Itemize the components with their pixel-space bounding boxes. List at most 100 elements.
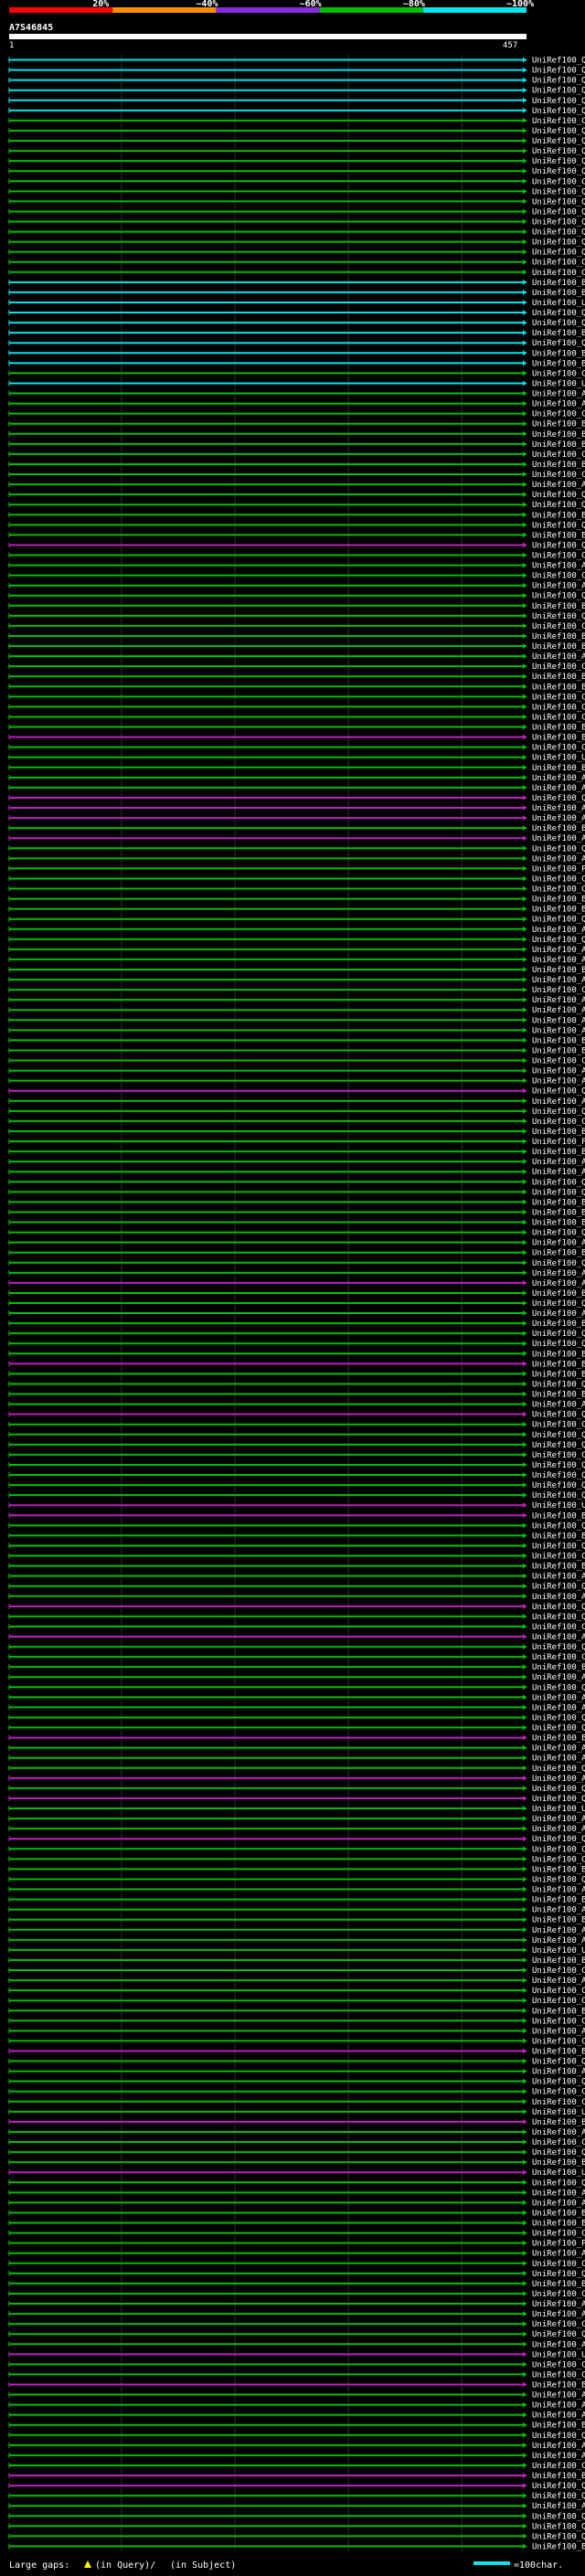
subject-label[interactable]: UniRef100_B8J4F8 bbox=[532, 2280, 585, 2289]
alignment-row[interactable]: UniRef100_C0Z526 bbox=[8, 2290, 585, 2299]
alignment-row[interactable]: UniRef100_C6C7K6 bbox=[8, 2260, 585, 2269]
subject-label[interactable]: UniRef100_B4WR30 bbox=[532, 1956, 585, 1966]
alignment-row[interactable]: UniRef100_Q2JL38 bbox=[8, 1299, 585, 1309]
subject-label[interactable]: UniRef100_A6Q4V5 bbox=[532, 1936, 585, 1945]
subject-label[interactable]: UniRef100_Q4K0G1 bbox=[532, 936, 585, 945]
alignment-row[interactable]: UniRef100_A6EB43 bbox=[8, 1016, 585, 1025]
subject-label[interactable]: UniRef100_B5LAV3 bbox=[532, 531, 585, 540]
subject-label[interactable]: UniRef100_Q0WV20 bbox=[532, 592, 585, 601]
subject-label[interactable]: UniRef100_Q1JRZ0 bbox=[532, 239, 585, 248]
alignment-row[interactable]: UniRef100_Q6X6B4 bbox=[8, 127, 585, 136]
alignment-row[interactable]: UniRef100_A6VYJ5 bbox=[8, 1573, 585, 1582]
subject-label[interactable]: UniRef100_Q0W6N5 bbox=[532, 1087, 585, 1097]
subject-label[interactable]: UniRef100_A7IEY5 bbox=[532, 2502, 585, 2511]
subject-label[interactable]: UniRef100_A1W2M4 bbox=[532, 2401, 585, 2411]
subject-label[interactable]: UniRef100_Q5NST3 bbox=[532, 1441, 585, 1450]
alignment-row[interactable]: UniRef100_A6DXK1 bbox=[8, 2128, 585, 2137]
alignment-row[interactable]: UniRef100_Q2WEN3 bbox=[8, 1542, 585, 1551]
alignment-row[interactable]: UniRef100_A7GKT5 bbox=[8, 1097, 585, 1107]
alignment-row[interactable]: UniRef100_B5IN25 bbox=[8, 2209, 585, 2218]
alignment-row[interactable]: UniRef100_A8G5D5 bbox=[8, 834, 585, 843]
alignment-row[interactable]: UniRef100_B7P8E1 bbox=[8, 1289, 585, 1299]
subject-label[interactable]: UniRef100_C3A795 bbox=[532, 2098, 585, 2107]
subject-label[interactable]: UniRef100_UPI000... bbox=[532, 1946, 585, 1956]
subject-label[interactable]: UniRef100_B6FH13 bbox=[532, 734, 585, 743]
subject-label[interactable]: UniRef100_C7MAD0 bbox=[532, 622, 585, 631]
subject-label[interactable]: UniRef100_B9HMK6 bbox=[532, 2422, 585, 2431]
alignment-row[interactable]: UniRef100_Q1JRZ0 bbox=[8, 239, 585, 248]
subject-label[interactable]: UniRef100_A4CYP3 bbox=[532, 1744, 585, 1754]
subject-label[interactable]: UniRef100_A7HB11 bbox=[532, 1775, 585, 1784]
alignment-row[interactable]: UniRef100_Q1JRZ7 bbox=[8, 207, 585, 217]
alignment-row[interactable]: UniRef100_A1W2M4 bbox=[8, 2401, 585, 2411]
subject-label[interactable]: UniRef100_A2C8S9 bbox=[532, 1673, 585, 1682]
alignment-row[interactable]: UniRef100_A7ZES2 bbox=[8, 1168, 585, 1177]
subject-label[interactable]: UniRef100_Q9SSP8 bbox=[532, 1411, 585, 1420]
subject-label[interactable]: UniRef100_P4D575 bbox=[532, 2240, 585, 2249]
alignment-row[interactable]: UniRef100_A6LAZ1 bbox=[8, 1269, 585, 1278]
subject-label[interactable]: UniRef100_C5YQ18 bbox=[532, 369, 585, 378]
alignment-row[interactable]: UniRef100_A9T9B8 bbox=[8, 400, 585, 409]
alignment-row[interactable]: UniRef100_Q1JRZ1 bbox=[8, 167, 585, 176]
alignment-row[interactable]: UniRef100_Q7VCL4 bbox=[8, 1178, 585, 1187]
subject-label[interactable]: UniRef100_A9WC37 bbox=[532, 2391, 585, 2401]
subject-label[interactable]: UniRef100_A7P8S7 bbox=[532, 390, 585, 399]
subject-label[interactable]: UniRef100_B7FLG1 bbox=[532, 359, 585, 368]
alignment-row[interactable]: UniRef100_C3WVQ3 bbox=[8, 2088, 585, 2097]
subject-label[interactable]: UniRef100_A6GZ97 bbox=[532, 1754, 585, 1764]
subject-label[interactable]: UniRef100_B6S9Q7 bbox=[532, 420, 585, 429]
alignment-row[interactable]: UniRef100_C5Y4D6 bbox=[8, 471, 585, 480]
alignment-row[interactable]: UniRef100_A3VYC0 bbox=[8, 1693, 585, 1702]
subject-label[interactable]: UniRef100_B0JGK2 bbox=[532, 1148, 585, 1157]
alignment-row[interactable]: UniRef100_Q1Q4W9 bbox=[8, 1340, 585, 1349]
subject-label[interactable]: UniRef100_C4J356 bbox=[532, 451, 585, 460]
alignment-row[interactable]: UniRef100_Q7P0H2 bbox=[8, 2148, 585, 2157]
alignment-row[interactable]: UniRef100_B8J4F8 bbox=[8, 2280, 585, 2289]
alignment-row[interactable]: UniRef100_C6CWB7 bbox=[8, 693, 585, 702]
alignment-row[interactable]: UniRef100_C0QKF2 bbox=[8, 986, 585, 995]
alignment-row[interactable]: UniRef100_C3RJE5 bbox=[8, 1987, 585, 1996]
alignment-row[interactable]: UniRef100_Q4BZE1 bbox=[8, 844, 585, 853]
subject-label[interactable]: UniRef100_Q1JRZ6 bbox=[532, 218, 585, 228]
subject-label[interactable]: UniRef100_C5J4P3 bbox=[532, 259, 585, 268]
alignment-row[interactable]: UniRef100_B0JGK2 bbox=[8, 1148, 585, 1157]
subject-label[interactable]: UniRef100_B2D157 bbox=[532, 329, 585, 338]
alignment-row[interactable]: UniRef100_B9P2F2 bbox=[8, 906, 585, 915]
alignment-row[interactable]: UniRef100_C5J4P3 bbox=[8, 259, 585, 268]
subject-label[interactable]: UniRef100_A4L2Z6 bbox=[532, 946, 585, 955]
alignment-row[interactable]: UniRef100_Q7NI93 bbox=[8, 1683, 585, 1692]
alignment-row[interactable]: UniRef100_Q2VW73 bbox=[8, 1380, 585, 1389]
alignment-row[interactable]: UniRef100_Q1JRZ8 bbox=[8, 97, 585, 106]
subject-label[interactable]: UniRef100_C4GL39 bbox=[532, 1997, 585, 2006]
alignment-row[interactable]: UniRef100_Q1JRZ2 bbox=[8, 87, 585, 96]
alignment-row[interactable]: UniRef100_Q3VHF9 bbox=[8, 916, 585, 925]
alignment-row[interactable]: UniRef100_B6S9Q7 bbox=[8, 420, 585, 429]
alignment-row[interactable]: UniRef100_Q0W6N5 bbox=[8, 1087, 585, 1097]
alignment-row[interactable]: UniRef100_C1ZZQ9 bbox=[8, 1057, 585, 1066]
alignment-row[interactable]: UniRef100_Q31AU3 bbox=[8, 1795, 585, 1804]
alignment-row[interactable]: UniRef100_A6GP47 bbox=[8, 2199, 585, 2208]
subject-label[interactable]: UniRef100_A5FR43 bbox=[532, 2189, 585, 2198]
subject-label[interactable]: UniRef100_A4IHB1 bbox=[532, 1815, 585, 1824]
alignment-row[interactable]: UniRef100_Q3VQE9 bbox=[8, 319, 585, 328]
alignment-row[interactable]: UniRef100_C4J356 bbox=[8, 451, 585, 460]
alignment-row[interactable]: UniRef100_UPI000... bbox=[8, 379, 585, 388]
subject-label[interactable]: UniRef100_UPI000... bbox=[532, 299, 585, 308]
subject-label[interactable]: UniRef100_C5J4P4 bbox=[532, 269, 585, 278]
subject-label[interactable]: UniRef100_B8A2E9 bbox=[532, 440, 585, 450]
subject-label[interactable]: UniRef100_Q1JRZ4 bbox=[532, 147, 585, 156]
subject-label[interactable]: UniRef100_UPI000... bbox=[532, 379, 585, 388]
subject-label[interactable]: UniRef100_A5G7V0 bbox=[532, 1401, 585, 1410]
alignment-row[interactable]: UniRef100_Q1JRZ4 bbox=[8, 147, 585, 156]
alignment-row[interactable]: UniRef100_UPI000... bbox=[8, 1501, 585, 1511]
subject-label[interactable]: UniRef100_Q95KX5 bbox=[532, 2532, 585, 2541]
subject-label[interactable]: UniRef100_C0YEN4 bbox=[532, 2230, 585, 2239]
alignment-row[interactable]: UniRef100_Q1K113 bbox=[8, 2492, 585, 2501]
alignment-row[interactable]: UniRef100_C4Z0R0 bbox=[8, 713, 585, 722]
subject-label[interactable]: UniRef100_C7QRR9 bbox=[532, 2320, 585, 2329]
alignment-row[interactable]: UniRef100_A1ALG9 bbox=[8, 1593, 585, 1602]
subject-label[interactable]: UniRef100_A3Z7T3 bbox=[532, 1309, 585, 1319]
alignment-row[interactable]: UniRef100_A7IJC1 bbox=[8, 2452, 585, 2461]
alignment-row[interactable]: UniRef100_B0TCR1 bbox=[8, 602, 585, 611]
subject-label[interactable]: UniRef100_B7KUI8 bbox=[532, 642, 585, 652]
